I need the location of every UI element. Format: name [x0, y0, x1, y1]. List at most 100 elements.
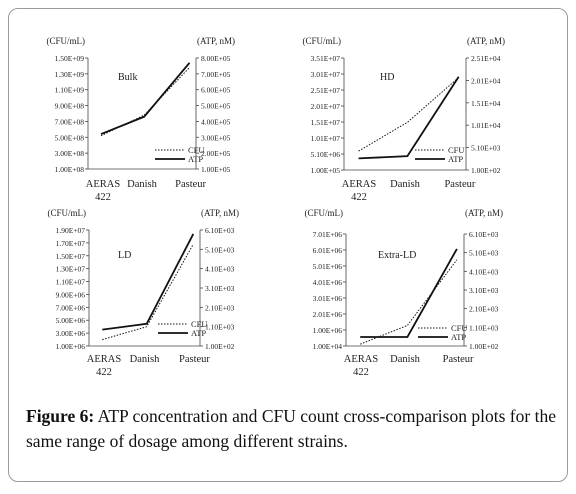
x-category-label: Danish [390, 179, 420, 190]
legend-label-atp: ATP [188, 154, 203, 164]
left-tick-label: 5.00E+06 [56, 316, 86, 325]
chart-panel-1: (CFU/mL) (ATP, nM) 1.00E+08 3.00E+08 5.00E+0… [46, 36, 235, 203]
left-tick-label: 1.50E+09 [55, 54, 85, 63]
caption-text: ATP concentration and CFU count cross-co… [26, 406, 556, 451]
series-line-atp [100, 62, 191, 135]
right-unit-label: (ATP, nM) [197, 36, 235, 46]
right-tick-label: 8.00E+05 [201, 54, 231, 63]
right-tick-label: 1.00E+02 [471, 166, 501, 175]
caption-label: Figure 6: [26, 406, 95, 426]
series-line-cfu [358, 77, 460, 152]
series-line-cfu [102, 243, 194, 341]
x-category-label: Pasteur [175, 179, 206, 190]
right-tick-label: 3.10E+03 [205, 284, 235, 293]
right-unit-label: (ATP, nM) [201, 208, 239, 218]
series-line-cfu [360, 259, 458, 345]
left-tick-label: 2.01E+07 [311, 102, 341, 111]
left-tick-label: 5.01E+06 [313, 262, 343, 271]
left-unit-label: (CFU/mL) [46, 36, 85, 46]
right-tick-label: 6.10E+03 [469, 230, 499, 239]
left-tick-label: 7.00E+08 [55, 117, 85, 126]
legend-label-atp: ATP [451, 332, 466, 342]
left-tick-label: 1.50E+07 [56, 252, 86, 261]
series-line-atp [102, 233, 195, 331]
left-tick-label: 1.90E+07 [56, 226, 86, 235]
left-tick-label: 1.00E+05 [311, 166, 341, 175]
chart-panel-2: (CFU/mL) (ATP, nM) 1.00E+05 5.10E+06 1.01E+0… [302, 36, 505, 203]
right-tick-label: 5.10E+03 [469, 249, 499, 258]
right-tick-label: 2.10E+03 [469, 305, 499, 314]
left-tick-label: 3.00E+06 [56, 329, 86, 338]
right-tick-label: 3.00E+05 [201, 133, 231, 142]
right-tick-label: 7.00E+05 [201, 70, 231, 79]
left-tick-label: 6.01E+06 [313, 246, 343, 255]
right-tick-label: 4.00E+05 [201, 117, 231, 126]
chart-panel-4: (CFU/mL) (ATP, nM) 1.00E+04 1.00E+06 2.01E+0… [304, 208, 503, 378]
right-tick-label: 5.10E+03 [205, 245, 235, 254]
x-category-label: 422 [95, 192, 111, 203]
legend-label-atp: ATP [191, 328, 206, 338]
right-tick-label: 1.00E+02 [469, 342, 499, 351]
legend-label-atp: ATP [448, 154, 463, 164]
left-tick-label: 1.51E+07 [311, 118, 341, 127]
left-tick-label: 5.00E+08 [55, 133, 85, 142]
chart-panel-3: (CFU/mL) (ATP, nM) 1.00E+06 3.00E+06 5.00E+0… [47, 208, 239, 378]
right-tick-label: 1.00E+05 [201, 165, 231, 174]
legend-label-cfu: CFU [451, 323, 468, 333]
left-tick-label: 3.00E+08 [55, 149, 85, 158]
right-tick-label: 1.01E+04 [471, 121, 501, 130]
chart-title: HD [380, 72, 394, 83]
right-tick-label: 2.01E+04 [471, 76, 501, 85]
left-tick-label: 7.00E+06 [56, 303, 86, 312]
x-category-label: 422 [351, 192, 367, 203]
left-tick-label: 3.01E+07 [311, 70, 341, 79]
left-unit-label: (CFU/mL) [47, 208, 86, 218]
legend-label-cfu: CFU [191, 319, 208, 329]
left-tick-label: 1.00E+06 [56, 342, 86, 351]
right-unit-label: (ATP, nM) [467, 36, 505, 46]
x-category-label: 422 [96, 367, 112, 378]
right-tick-label: 1.10E+03 [205, 323, 235, 332]
left-tick-label: 1.10E+07 [56, 278, 86, 287]
x-category-label: Danish [127, 179, 157, 190]
left-tick-label: 1.00E+04 [313, 342, 343, 351]
right-tick-label: 6.00E+05 [201, 86, 231, 95]
right-unit-label: (ATP, nM) [465, 208, 503, 218]
right-tick-label: 5.10E+03 [471, 144, 501, 153]
right-tick-label: 1.51E+04 [471, 99, 501, 108]
left-tick-label: 1.70E+07 [56, 239, 86, 248]
left-tick-label: 3.51E+07 [311, 54, 341, 63]
right-tick-label: 2.10E+03 [205, 303, 235, 312]
left-tick-label: 5.10E+06 [311, 150, 341, 159]
left-tick-label: 9.00E+06 [56, 290, 86, 299]
legend-label-cfu: CFU [188, 145, 205, 155]
left-tick-label: 3.01E+06 [313, 294, 343, 303]
x-category-label: AERAS [86, 179, 121, 190]
x-category-label: Pasteur [443, 354, 474, 365]
left-tick-label: 1.30E+07 [56, 265, 86, 274]
x-category-label: AERAS [342, 179, 377, 190]
left-tick-label: 1.00E+08 [55, 165, 85, 174]
x-category-label: Pasteur [179, 354, 210, 365]
left-tick-label: 2.51E+07 [311, 86, 341, 95]
legend-label-cfu: CFU [448, 145, 465, 155]
chart-title: Extra-LD [378, 250, 416, 261]
x-category-label: Danish [130, 354, 160, 365]
right-tick-label: 1.00E+02 [205, 342, 235, 351]
left-tick-label: 1.30E+09 [55, 70, 85, 79]
left-unit-label: (CFU/mL) [304, 208, 343, 218]
right-tick-label: 5.00E+05 [201, 102, 231, 111]
chart-title: Bulk [118, 72, 137, 83]
right-tick-label: 2.00E+05 [201, 149, 231, 158]
figure-frame [8, 8, 568, 482]
right-tick-label: 6.10E+03 [205, 226, 235, 235]
left-tick-label: 7.01E+06 [313, 230, 343, 239]
figure-caption: Figure 6: ATP concentration and CFU coun… [26, 404, 556, 454]
right-tick-label: 4.10E+03 [205, 265, 235, 274]
x-category-label: AERAS [87, 354, 122, 365]
chart-title: LD [118, 250, 131, 261]
left-tick-label: 2.01E+06 [313, 310, 343, 319]
left-tick-label: 9.00E+08 [55, 102, 85, 111]
series-line-atp [360, 248, 458, 338]
x-category-label: Danish [390, 354, 420, 365]
